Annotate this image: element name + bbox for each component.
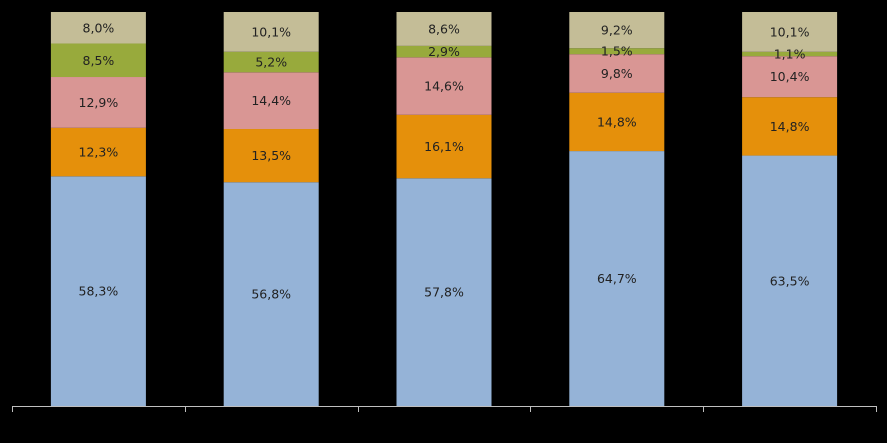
data-label-s1-c0: 12,3% — [79, 145, 119, 160]
bar-segment-s0-c4 — [742, 155, 838, 406]
bar-segment-s4-c0 — [50, 12, 146, 44]
bar-segment-s3-c3 — [569, 48, 665, 55]
bar-segment-s4-c3 — [569, 12, 665, 49]
bar-segment-s2-c3 — [569, 54, 665, 93]
bar-segment-s3-c1 — [223, 51, 319, 73]
bar-segment-s0-c3 — [569, 151, 665, 406]
data-label-s2-c1: 14,4% — [251, 93, 291, 108]
bar-segment-s2-c1 — [223, 72, 319, 130]
bar-segment-s1-c2 — [396, 114, 492, 179]
data-label-s2-c4: 10,4% — [770, 69, 810, 84]
data-label-s0-c2: 57,8% — [424, 285, 464, 300]
data-label-s1-c1: 13,5% — [251, 148, 291, 163]
labels-group: 58,3% 12,3% 12,9% 8,5% 8,0% 56,8% 13,5% 14,4% 5,… — [79, 20, 810, 301]
bar-segment-s2-c0 — [50, 77, 146, 128]
data-label-s3-c4: 1,1% — [774, 47, 806, 62]
data-label-s2-c3: 9,8% — [601, 66, 633, 81]
bar-segment-s1-c0 — [50, 127, 146, 177]
data-label-s0-c1: 56,8% — [251, 287, 291, 302]
data-label-s4-c1: 10,1% — [251, 24, 291, 39]
data-label-s1-c2: 16,1% — [424, 139, 464, 154]
bar-segment-s4-c4 — [742, 12, 838, 52]
data-label-s3-c1: 5,2% — [255, 55, 287, 70]
data-label-s1-c4: 14,8% — [770, 119, 810, 134]
bar-segment-s0-c2 — [396, 178, 492, 406]
bar-segment-s3-c0 — [50, 43, 146, 78]
data-label-s3-c3: 1,5% — [601, 44, 633, 59]
bar-segment-s3-c4 — [742, 51, 838, 57]
bar-segment-s1-c4 — [742, 97, 838, 156]
bar-segment-s0-c1 — [223, 182, 319, 406]
data-label-s1-c3: 14,8% — [597, 114, 637, 129]
data-label-s3-c2: 2,9% — [428, 44, 460, 59]
bar-segment-s4-c1 — [223, 12, 319, 52]
bar-segment-s1-c1 — [223, 129, 319, 183]
bar-segment-s3-c2 — [396, 45, 492, 58]
bar-segment-s2-c4 — [742, 56, 838, 98]
bar-segment-s4-c2 — [396, 12, 492, 46]
data-label-s0-c3: 64,7% — [597, 271, 637, 286]
data-label-s0-c4: 63,5% — [770, 273, 810, 288]
bar-segment-s0-c0 — [50, 176, 146, 406]
x-axis — [12, 406, 877, 412]
data-label-s3-c0: 8,5% — [83, 53, 115, 68]
data-label-s2-c0: 12,9% — [79, 95, 119, 110]
data-label-s4-c0: 8,0% — [83, 20, 115, 35]
data-label-s4-c4: 10,1% — [770, 24, 810, 39]
data-label-s2-c2: 14,6% — [424, 79, 464, 94]
data-label-s0-c0: 58,3% — [79, 284, 119, 299]
data-label-s4-c2: 8,6% — [428, 21, 460, 36]
bar-segment-s1-c3 — [569, 92, 665, 152]
bar-segment-s2-c2 — [396, 57, 492, 115]
data-label-s4-c3: 9,2% — [601, 23, 633, 38]
bars-group — [50, 12, 838, 406]
